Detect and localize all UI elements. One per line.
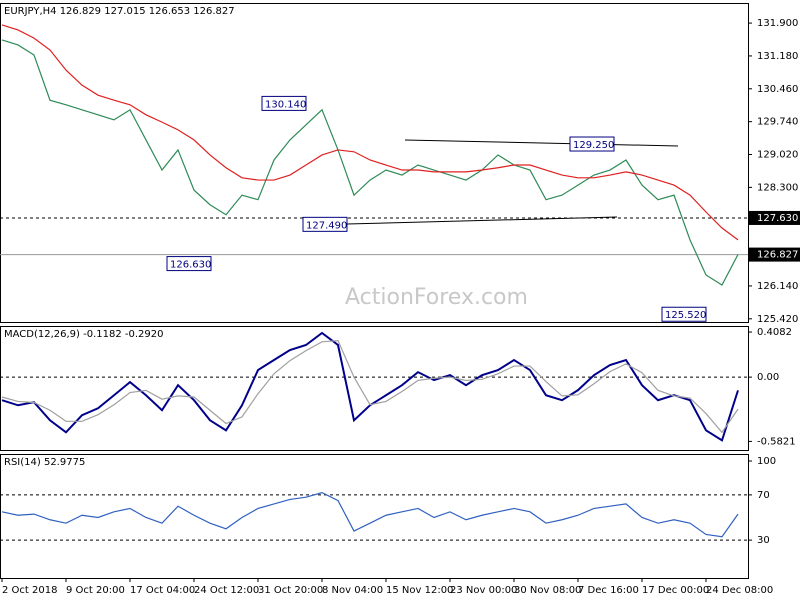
series-line	[1, 24, 739, 241]
x-tick-label: 24 Dec 08:00	[706, 585, 773, 596]
x-tick-label: 9 Oct 20:00	[66, 585, 125, 596]
level-label-box	[749, 210, 800, 225]
panel-title: RSI(14) 52.9775	[4, 457, 85, 468]
annotation-box	[569, 136, 615, 152]
annotation-label: 125.520	[665, 310, 706, 321]
annotation-label: 129.250	[573, 140, 614, 151]
resistance-trendline	[404, 139, 679, 147]
x-tick-label: 8 Nov 04:00	[322, 585, 383, 596]
annotation-box	[166, 256, 212, 272]
y-tick-label: 130.460	[757, 84, 798, 95]
annotation-box	[261, 95, 307, 111]
series-line	[1, 491, 739, 538]
series-line	[1, 39, 739, 286]
x-tick-label: 30 Nov 08:00	[514, 585, 581, 596]
annotation-box	[661, 306, 707, 322]
y-tick-label: 126.140	[757, 281, 798, 292]
y-tick-label: 0.4082	[757, 327, 792, 338]
panel-frame	[0, 326, 749, 451]
annotation-label: 127.490	[306, 220, 347, 231]
x-tick-label: 15 Nov 12:00	[386, 585, 453, 596]
y-tick-label: 128.300	[757, 182, 798, 193]
x-tick-label: 7 Dec 16:00	[578, 585, 639, 596]
y-tick-label: 70	[757, 490, 770, 501]
x-tick-label: 23 Nov 00:00	[450, 585, 517, 596]
y-tick-label: 131.900	[757, 18, 798, 29]
x-tick-label: 17 Dec 00:00	[642, 585, 709, 596]
level-label: 127.630	[757, 213, 798, 224]
series-line	[1, 340, 739, 434]
panel-title: MACD(12,26,9) -0.1182 -0.2920	[4, 329, 164, 340]
annotation-box	[302, 216, 348, 232]
level-label-box	[749, 247, 800, 262]
x-tick-label: 24 Oct 12:00	[194, 585, 259, 596]
watermark: ActionForex.com	[345, 285, 528, 310]
annotation-label: 126.630	[170, 260, 211, 271]
y-tick-label: 100	[757, 456, 776, 467]
y-tick-label: -0.5821	[757, 436, 796, 447]
panel-frame	[0, 3, 749, 323]
panel-title: EURJPY,H4 126.829 127.015 126.653 126.82…	[4, 6, 235, 17]
y-tick-label: 129.020	[757, 150, 798, 161]
x-tick-label: 31 Oct 20:00	[258, 585, 323, 596]
y-tick-label: 0.00	[757, 372, 779, 383]
x-tick-label: 17 Oct 04:00	[130, 585, 195, 596]
y-tick-label: 125.420	[757, 314, 798, 325]
annotation-label: 130.140	[265, 99, 306, 110]
panel-frame	[0, 454, 749, 579]
x-tick-label: 2 Oct 2018	[2, 585, 57, 596]
y-tick-label: 30	[757, 535, 770, 546]
level-label: 126.827	[757, 250, 798, 261]
y-tick-label: 129.740	[757, 117, 798, 128]
y-tick-label: 131.180	[757, 51, 798, 62]
